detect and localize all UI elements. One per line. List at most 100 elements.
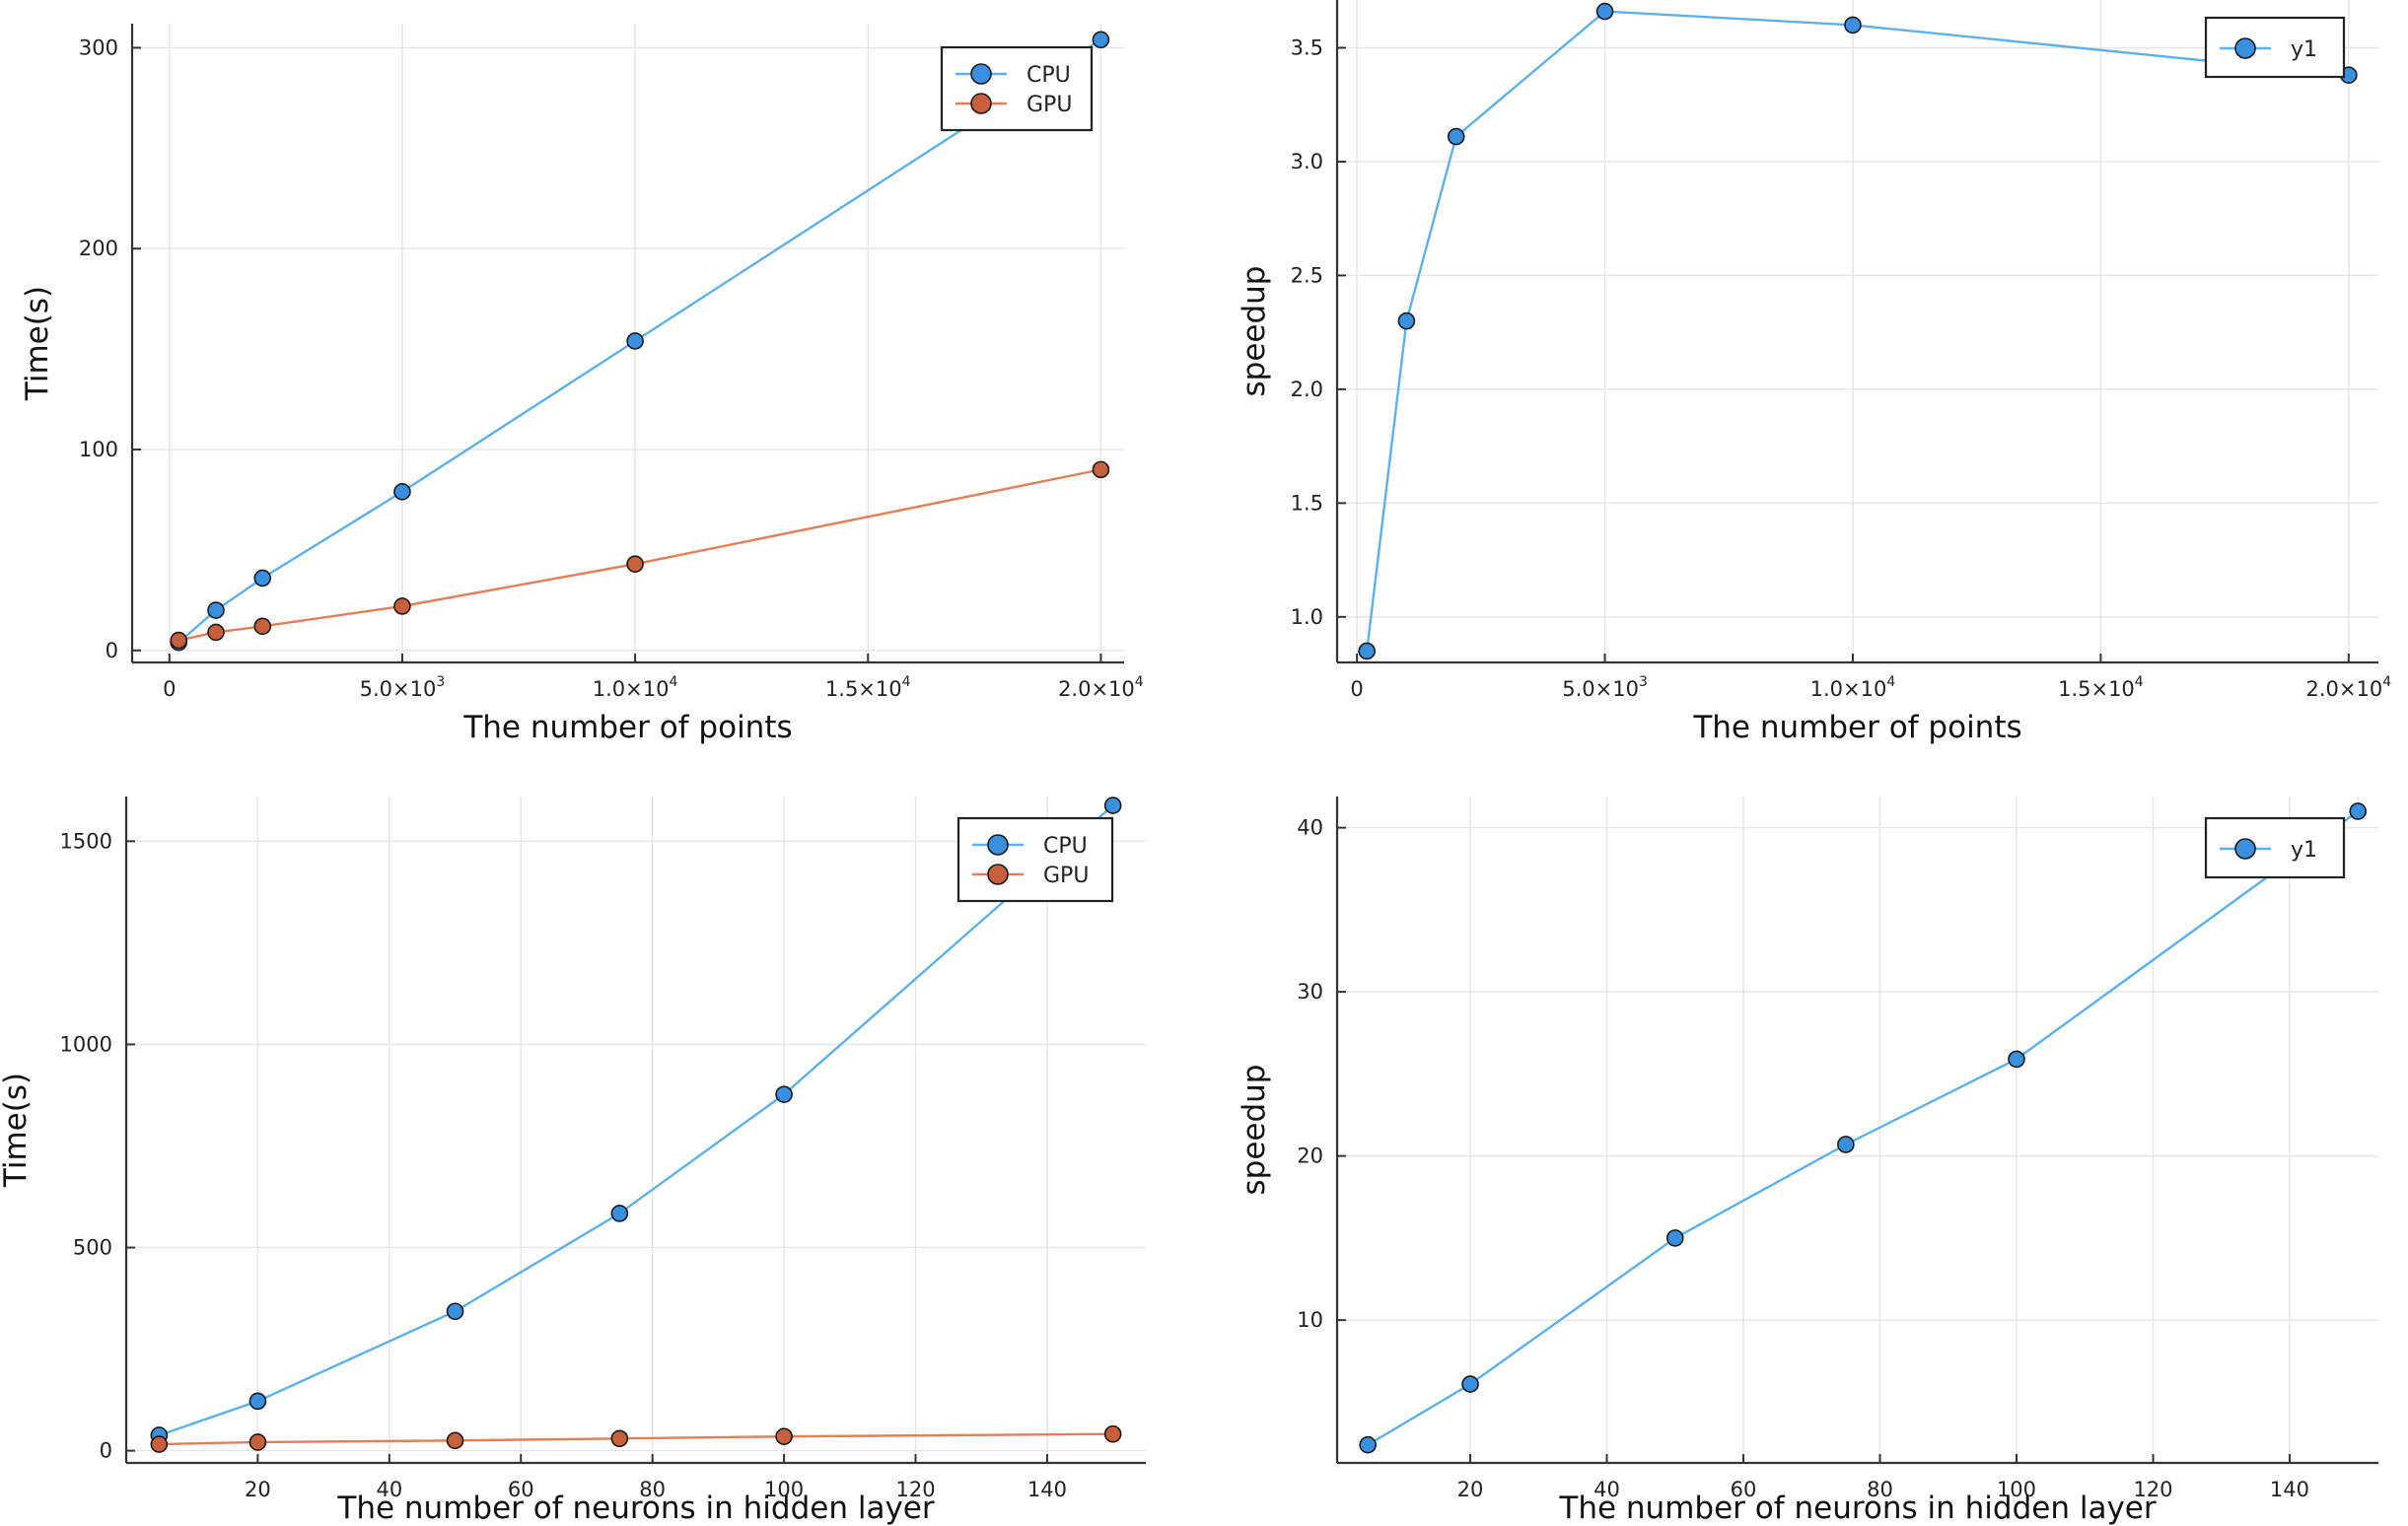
x-axis-title: The number of neurons in hidden layer <box>1558 1491 2156 1526</box>
legend-marker <box>2234 838 2256 860</box>
y-tick-label: 1500 <box>60 829 112 853</box>
legend-label: GPU <box>1043 864 1089 888</box>
data-point <box>1665 1229 1684 1247</box>
x-tick-label: 1.0×104 <box>593 674 678 701</box>
x-tick-label: 100 <box>1997 1478 2036 1501</box>
data-point <box>626 555 644 573</box>
data-point <box>446 1302 464 1321</box>
y-tick-label: 1000 <box>60 1032 112 1056</box>
data-point <box>393 482 411 501</box>
data-point <box>1092 31 1110 49</box>
y-axis-title: Time(s) <box>20 286 55 401</box>
x-tick-label: 1.5×104 <box>2058 674 2144 701</box>
data-point <box>1844 16 1862 35</box>
x-tick-label: 40 <box>376 1478 402 1501</box>
data-point <box>1359 1435 1377 1454</box>
data-point <box>253 617 272 636</box>
y-tick-label: 3.0 <box>1291 150 1323 173</box>
y-tick-label: 40 <box>1297 816 1323 840</box>
x-tick-label: 140 <box>1027 1478 1067 1501</box>
axes-frame <box>1335 797 2378 1465</box>
y-tick-label: 100 <box>79 438 118 461</box>
data-point <box>1103 797 1122 814</box>
series-line-y1 <box>1365 10 2349 652</box>
data-point <box>775 1085 793 1103</box>
axes-frame <box>124 797 1146 1465</box>
data-point <box>1447 127 1465 146</box>
legend-label: y1 <box>2291 37 2317 62</box>
axes-frame <box>1335 0 2378 664</box>
x-tick-label: 120 <box>895 1478 935 1501</box>
legend-marker <box>970 63 992 85</box>
legend: y1 <box>2204 16 2346 79</box>
x-tick-label: 40 <box>1594 1478 1620 1501</box>
legend-box <box>956 816 1114 903</box>
x-tick-label: 20 <box>245 1478 271 1501</box>
data-point <box>1837 1136 1855 1153</box>
y-tick-label: 500 <box>73 1236 112 1260</box>
data-point <box>2008 1050 2025 1069</box>
legend-box <box>940 45 1094 132</box>
y-axis-title: speedup <box>1237 266 1272 397</box>
y-tick-label: 200 <box>79 237 118 260</box>
series-line-y1 <box>1367 810 2359 1446</box>
x-axis-title: The number of points <box>462 710 792 745</box>
data-point <box>610 1429 629 1448</box>
axes-frame <box>130 24 1124 664</box>
grid <box>126 797 1146 1463</box>
x-tick-label: 1.5×104 <box>825 674 911 701</box>
series-line-cpu <box>158 804 1114 1437</box>
series-line-gpu <box>159 1432 1113 1446</box>
grid <box>1337 797 2378 1463</box>
data-point <box>610 1205 629 1222</box>
y-tick-label: 30 <box>1297 980 1323 1004</box>
y-tick-label: 0 <box>100 1439 112 1463</box>
legend-marker <box>987 864 1009 885</box>
chart-panel-3: 20 40 60 80 100 120 140 0 500 1000 1500 The number … <box>0 797 1146 1526</box>
data-point <box>775 1427 793 1446</box>
legend-box <box>2204 816 2346 879</box>
x-tick-label: 20 <box>1457 1478 1484 1501</box>
x-axis-title: The number of neurons in hidden layer <box>336 1491 934 1526</box>
data-point <box>150 1435 169 1453</box>
y-tick-label: 3.5 <box>1291 35 1323 59</box>
data-point <box>1358 642 1376 660</box>
x-tick-label: 120 <box>2133 1478 2172 1501</box>
legend: CPU GPU <box>940 45 1094 132</box>
x-tick-label: 80 <box>1867 1478 1893 1501</box>
y-axis-title: speedup <box>1237 1065 1272 1196</box>
data-point <box>1461 1375 1479 1393</box>
data-point <box>1092 460 1110 479</box>
data-point <box>1397 312 1416 330</box>
data-point <box>207 623 225 642</box>
x-axis-title: The number of points <box>1692 710 2021 745</box>
y-tick-label: 2.5 <box>1291 263 1323 287</box>
data-point <box>253 569 272 588</box>
y-tick-label: 0 <box>106 639 118 662</box>
y-tick-label: 1.5 <box>1291 491 1323 515</box>
chart-panel-1: 0 5.0×103 1.0×104 1.5×104 2.0×104 0 100 200 300 T… <box>20 24 1144 745</box>
y-tick-label: 1.0 <box>1291 605 1323 629</box>
data-point <box>170 631 188 650</box>
x-tick-label: 0 <box>163 677 176 701</box>
y-tick-label: 2.0 <box>1291 378 1323 401</box>
legend-marker <box>2234 37 2256 59</box>
x-tick-label: 100 <box>764 1478 804 1501</box>
x-tick-label: 5.0×103 <box>360 674 446 701</box>
data-point <box>248 1433 267 1451</box>
y-tick-label: 300 <box>79 35 118 59</box>
y-axis-title: Time(s) <box>0 1073 34 1188</box>
data-point <box>2349 802 2368 820</box>
data-point <box>207 601 225 619</box>
x-tick-label: 60 <box>508 1478 534 1501</box>
x-tick-label: 140 <box>2270 1478 2309 1501</box>
legend: CPU GPU <box>956 816 1114 903</box>
data-point <box>626 332 644 350</box>
legend-label: y1 <box>2291 838 2317 863</box>
x-tick-label: 2.0×104 <box>2306 674 2392 701</box>
x-tick-label: 80 <box>639 1478 666 1501</box>
x-tick-label: 2.0×104 <box>1058 674 1144 701</box>
x-tick-label: 0 <box>1350 677 1363 701</box>
